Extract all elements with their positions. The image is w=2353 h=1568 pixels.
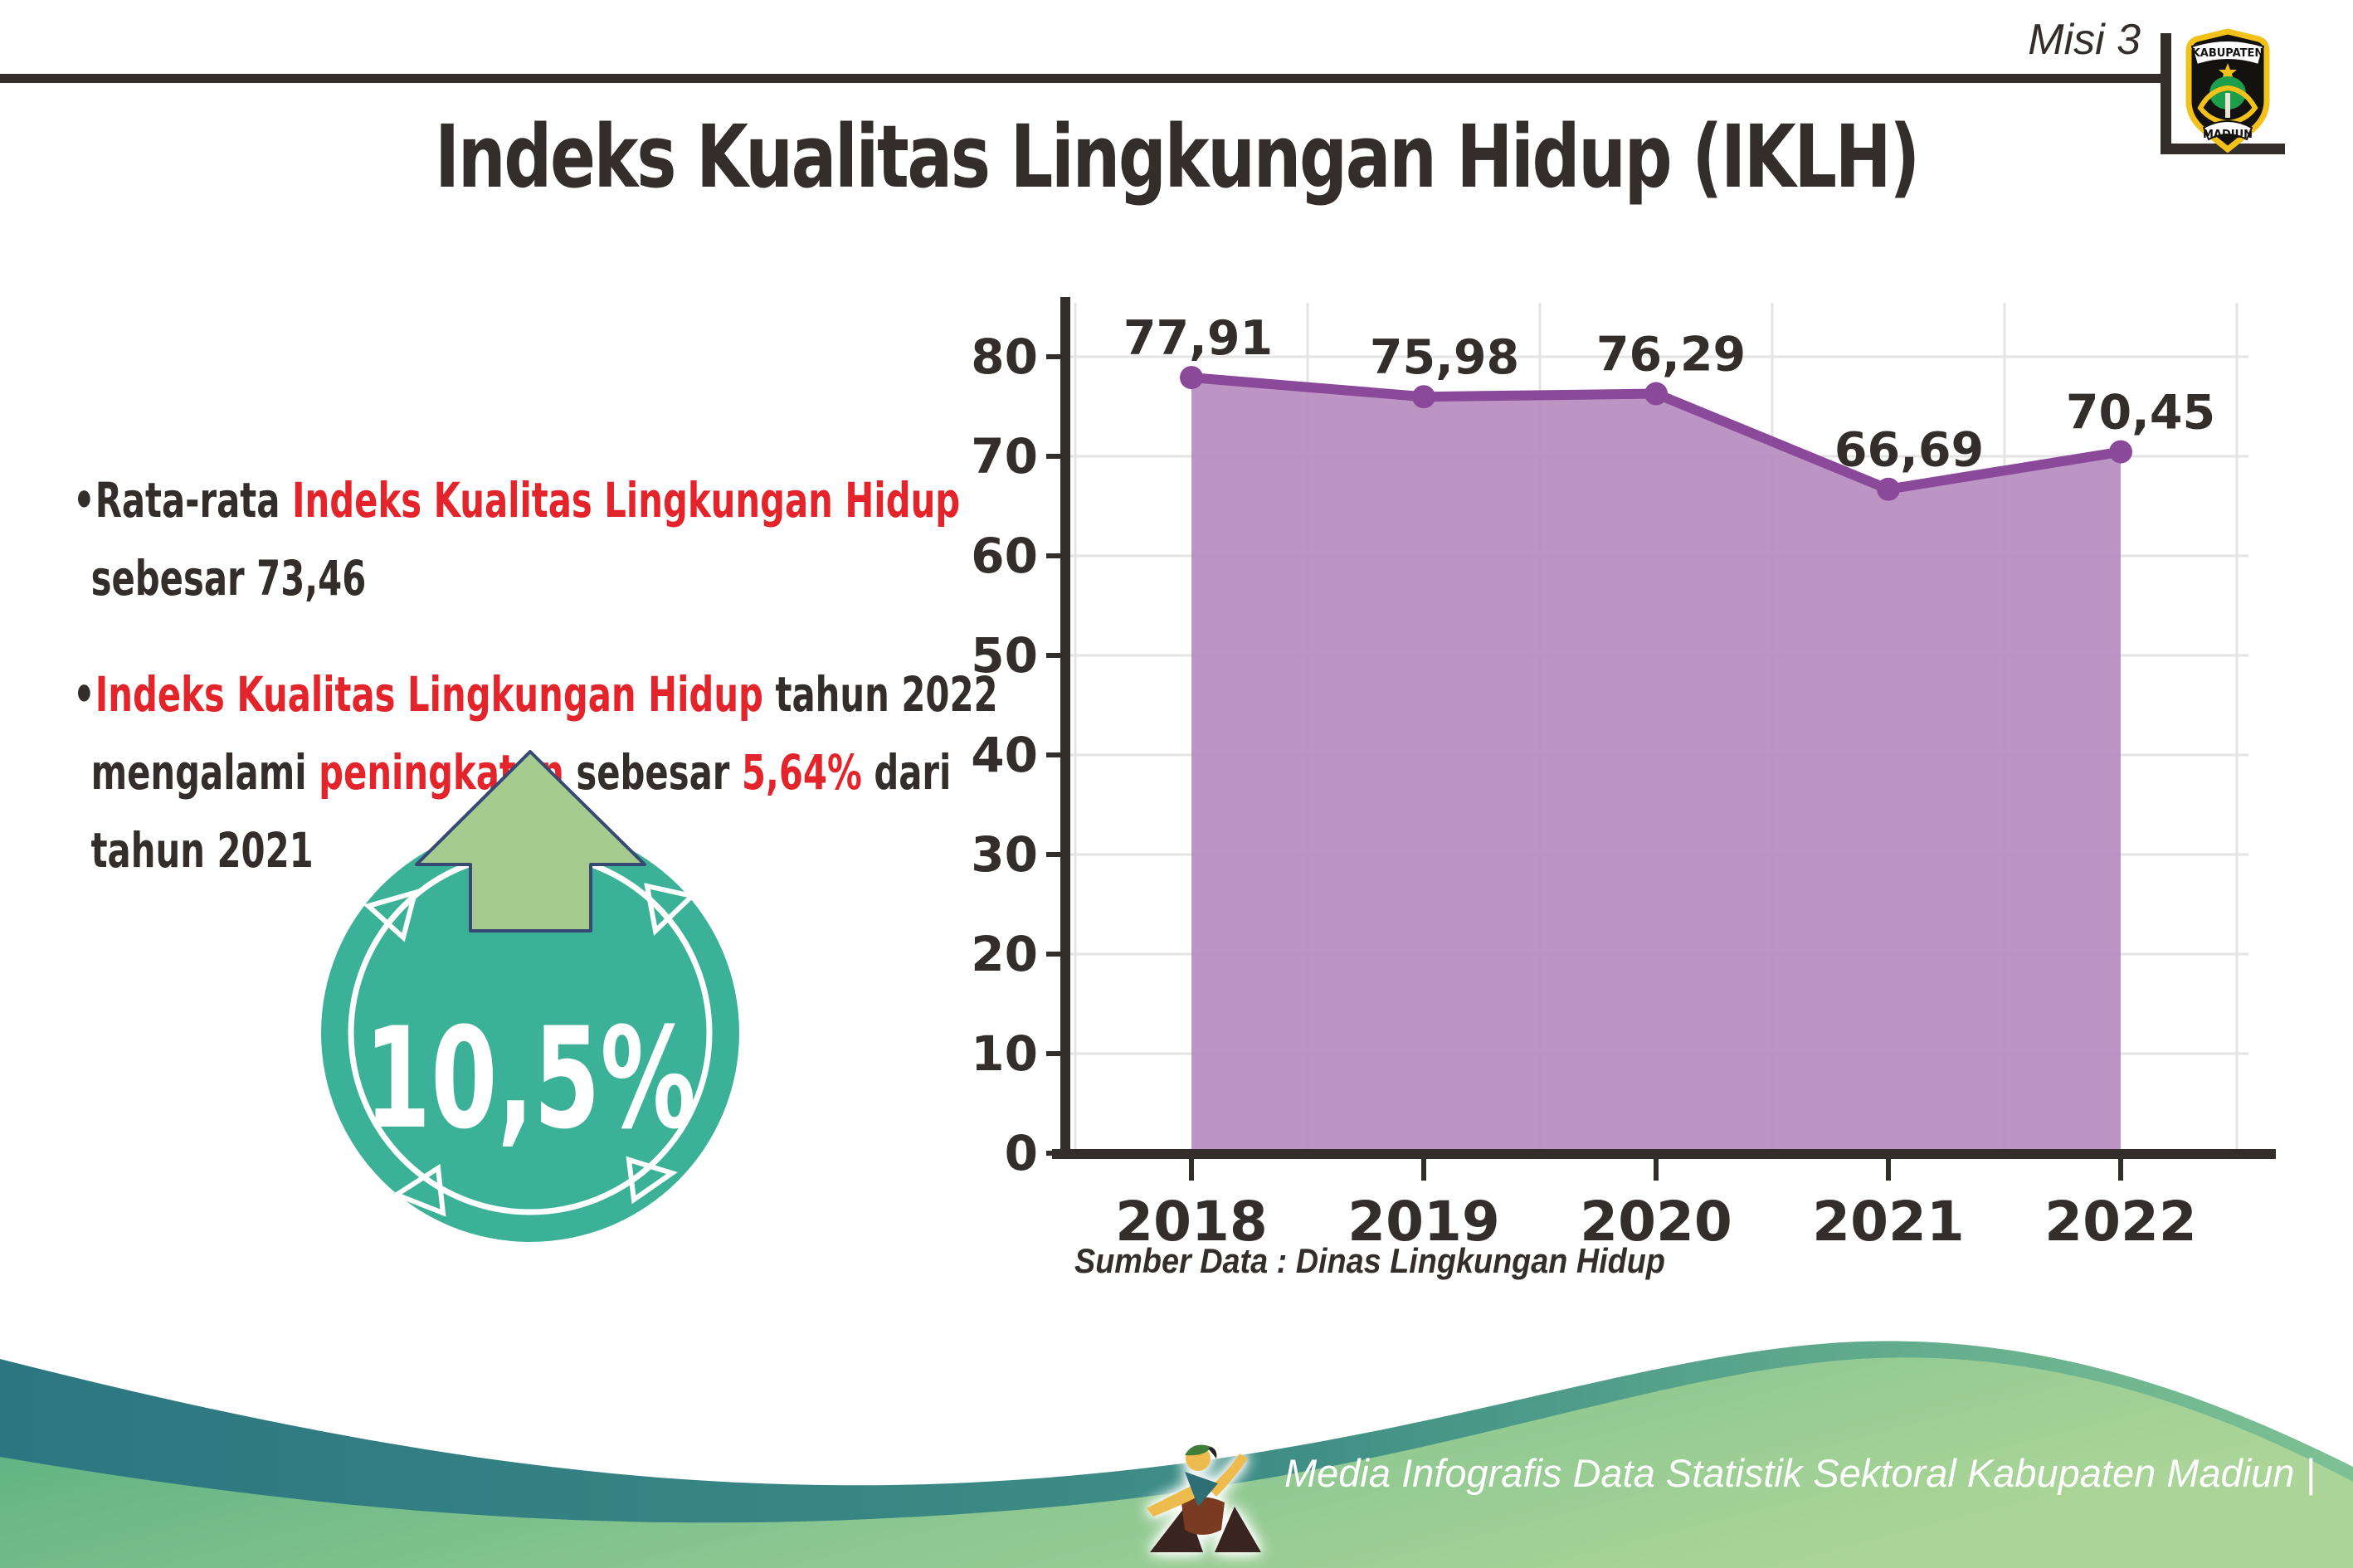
insight-item: •Rata-rata Indeks Kualitas Lingkungan Hi… [73, 461, 1208, 617]
area-fill [1191, 377, 2121, 1153]
insight-item: •Indeks Kualitas Lingkungan Hidup tahun … [73, 655, 1208, 889]
logo-frame-left [2161, 33, 2171, 154]
x-axis-label: 2018 [1115, 1190, 1268, 1254]
y-axis-label: 50 [971, 627, 1038, 684]
y-axis-tick [1046, 653, 1066, 658]
footer-wave-front [0, 1357, 2353, 1568]
y-axis-label: 20 [971, 926, 1038, 982]
highlight-text: Indeks Kualitas Lingkungan Hidup [291, 472, 961, 528]
y-axis-label: 40 [971, 727, 1038, 783]
highlight-text: Indeks Kualitas Lingkungan Hidup [95, 666, 763, 723]
chart-svg: 0 10 20 30 40 50 60 70 80 2018 2019 2020 2021 2022 77,… [971, 297, 2276, 1254]
x-axis-label: 2020 [1580, 1190, 1732, 1254]
x-axis-tick [1421, 1159, 1426, 1181]
x-axis-tick [1886, 1159, 1891, 1181]
insight-line: •Indeks Kualitas Lingkungan Hidup tahun … [73, 655, 1208, 733]
y-axis-label: 70 [971, 428, 1038, 485]
x-axis-label: 2019 [1347, 1190, 1500, 1254]
badge-circle [321, 824, 739, 1242]
badge-spark [363, 889, 419, 942]
page-title: Indeks Kualitas Lingkungan Hidup (IKLH) [435, 106, 1920, 207]
data-value-label: 66,69 [1834, 423, 1984, 478]
chart-source-note: Sumber Data : Dinas Lingkungan Hidup [1074, 1241, 1665, 1280]
insight-line: tahun 2021 [73, 811, 1208, 889]
plain-text: mengalami [90, 744, 319, 801]
data-point [2109, 440, 2132, 464]
y-axis-label: 80 [971, 329, 1038, 385]
y-axis-tick [1046, 354, 1066, 359]
plain-text: tahun 2022 [762, 666, 998, 723]
y-axis-tick [1046, 752, 1066, 757]
y-axis-tick [1046, 952, 1066, 957]
x-axis-tick [1189, 1159, 1194, 1181]
plain-text: •Rata-rata [73, 472, 292, 528]
y-axis-tick [1046, 852, 1066, 857]
x-axis-line [1052, 1149, 2276, 1159]
highlight-text: 5,64% [741, 744, 862, 801]
x-axis-tick [1654, 1159, 1659, 1181]
y-axis-line [1060, 297, 1070, 1158]
badge-spark [626, 1156, 678, 1205]
data-value-label: 76,29 [1596, 328, 1746, 382]
y-axis-tick [1046, 454, 1066, 459]
misi-label: Misi 3 [2028, 16, 2141, 64]
insight-line: mengalami peningkatan sebesar 5,64% dari [73, 733, 1208, 811]
footer-waves [0, 1341, 2353, 1568]
up-arrow-icon [415, 750, 646, 933]
badge-spark [391, 1163, 446, 1217]
insight-bullets: •Rata-rata Indeks Kualitas Lingkungan Hi… [73, 461, 1649, 928]
increase-badge: 10,5% [321, 750, 739, 1242]
kabupaten-madiun-emblem-icon: KABUPATEN MADIUN [2185, 28, 2270, 153]
data-point [1180, 366, 1203, 390]
plain-text: • [73, 666, 95, 723]
x-axis-label: 2022 [2044, 1190, 2197, 1254]
insight-line: sebesar 73,46 [73, 539, 1208, 617]
data-point [1644, 382, 1668, 406]
insight-line: •Rata-rata Indeks Kualitas Lingkungan Hi… [73, 461, 1208, 539]
plain-text: tahun 2021 [90, 822, 314, 879]
y-axis-tick [1046, 553, 1066, 558]
data-point [1877, 477, 1900, 501]
badge-spark [644, 883, 698, 936]
y-axis-label: 0 [1005, 1125, 1038, 1181]
data-value-label: 70,45 [2066, 386, 2215, 441]
x-axis-label: 2021 [1812, 1190, 1965, 1254]
plain-text: sebesar 73,46 [90, 550, 367, 606]
plain-text: dari [861, 744, 952, 801]
footer-credit: Media Infografis Data Statistik Sektoral… [1284, 1451, 2316, 1495]
y-axis-label: 10 [971, 1025, 1038, 1082]
x-axis-tick [2118, 1159, 2123, 1181]
emblem-top-text: KABUPATEN [2192, 47, 2264, 60]
emblem-bottom-text: MADIUN [2203, 129, 2253, 141]
y-axis-label: 60 [971, 528, 1038, 584]
badge-value: 10,5% [364, 997, 696, 1160]
header-rule [0, 74, 2161, 83]
data-point [1412, 385, 1435, 409]
y-axis-label: 30 [971, 826, 1038, 883]
plain-text: sebesar [563, 744, 742, 801]
data-value-label: 77,91 [1123, 311, 1273, 366]
y-axis-tick [1046, 1051, 1066, 1056]
data-value-label: 75,98 [1370, 330, 1519, 385]
dancer-mascot-icon [1147, 1444, 1261, 1552]
